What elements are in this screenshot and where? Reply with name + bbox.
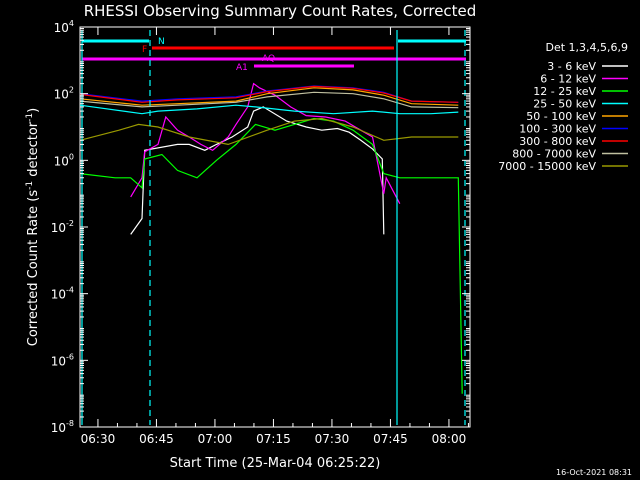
annotation-label-f: F <box>142 45 147 55</box>
annotation-label-a1: A1 <box>236 63 248 73</box>
y-tick-layer: 104 102 100 10-2 10-4 10-6 10-8 <box>51 19 470 435</box>
y-tick-label-2: 100 <box>54 152 74 168</box>
series-line-3 <box>79 104 459 115</box>
x-tick-label-5: 07:45 <box>373 432 408 446</box>
y-tick-label-1: 102 <box>54 86 74 102</box>
series-line-7 <box>79 91 459 109</box>
x-tick-label-0: 06:30 <box>81 432 116 446</box>
x-tick-label-2: 07:00 <box>198 432 233 446</box>
legend-label-7: 800 - 7000 keV <box>512 148 596 161</box>
y-axis-label: Corrected Count Rate (s-1 detector-1) <box>25 108 41 346</box>
x-tick-label-1: 06:45 <box>139 432 174 446</box>
x-axis-label: Start Time (25-Mar-04 06:25:22) <box>170 456 381 471</box>
x-tick-label-6: 08:00 <box>432 432 467 446</box>
legend-label-2: 12 - 25 keV <box>533 85 596 98</box>
footer-timestamp: 16-Oct-2021 08:31 <box>556 468 632 477</box>
series-line-6 <box>79 85 459 103</box>
legend-label-0: 3 - 6 keV <box>547 60 596 73</box>
y-tick-label-5: 10-6 <box>51 352 74 368</box>
series-layer <box>79 82 463 394</box>
chart-title: RHESSI Observing Summary Count Rates, Co… <box>84 2 477 20</box>
legend-label-1: 6 - 12 keV <box>540 73 596 86</box>
plot-area: N F AQ A1 06:30 06:45 07:00 07:15 07:30 07:45 08:… <box>51 19 471 446</box>
annotation-label-aq: AQ <box>262 54 275 64</box>
x-tick-layer: 06:30 06:45 07:00 07:15 07:30 07:45 08:00 <box>81 27 469 446</box>
x-tick-label-3: 07:15 <box>256 432 291 446</box>
series-line-2 <box>79 117 463 394</box>
legend-label-6: 300 - 800 keV <box>519 135 596 148</box>
legend-label-3: 25 - 50 keV <box>533 98 596 111</box>
legend-label-5: 100 - 300 keV <box>519 123 596 136</box>
overlay-layer: N F AQ A1 <box>81 30 466 425</box>
legend-title: Det 1,3,4,5,6,9 <box>545 41 628 54</box>
series-line-8 <box>79 117 459 146</box>
y-tick-label-0: 104 <box>54 19 74 35</box>
x-tick-label-4: 07:30 <box>315 432 350 446</box>
series-line-0 <box>130 106 385 235</box>
legend-label-8: 7000 - 15000 keV <box>498 160 596 173</box>
series-line-4 <box>79 87 459 106</box>
y-tick-label-6: 10-8 <box>51 419 74 435</box>
y-tick-label-3: 10-2 <box>51 219 74 235</box>
legend-label-4: 50 - 100 keV <box>526 110 596 123</box>
annotation-label-n: N <box>158 37 165 47</box>
y-tick-label-4: 10-4 <box>51 286 74 302</box>
